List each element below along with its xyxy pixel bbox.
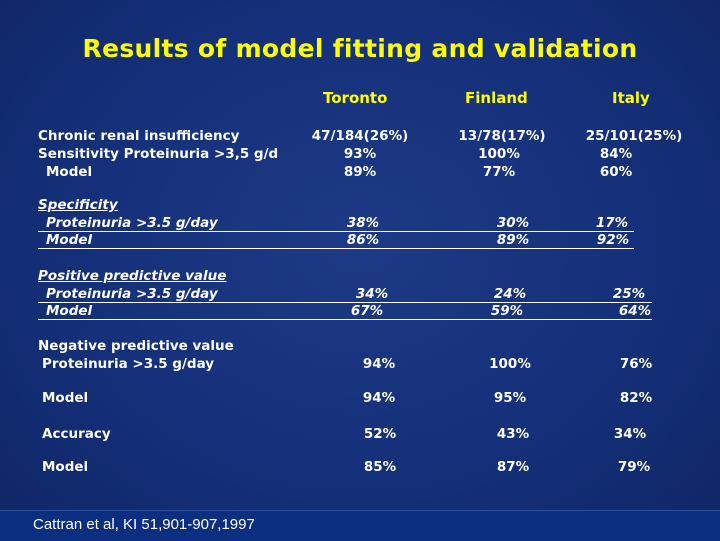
row-label-accuracy: Accuracy (42, 426, 111, 442)
divider-rule (38, 319, 652, 320)
cell-acc-model-italy: 79% (617, 459, 651, 475)
cell-acc-model-finland: 87% (496, 459, 530, 475)
cell-sens-model-finland: 77% (482, 164, 516, 180)
section-label-ppv: Positive predictive value (38, 268, 227, 284)
cell-acc-toronto: 52% (363, 426, 397, 442)
column-header-toronto: Toronto (323, 89, 388, 107)
cell-acc-italy: 34% (613, 426, 647, 442)
row-label-sensitivity: Sensitivity Proteinuria >3,5 g/d (38, 146, 279, 162)
cell-npv-model-toronto: 94% (362, 390, 396, 406)
cell-sens-toronto: 93% (343, 146, 377, 162)
row-label-npv-model: Model (42, 390, 89, 406)
divider-rule (38, 302, 652, 303)
citation: Cattran et al, KI 51,901-907,1997 (33, 516, 255, 533)
row-label-crf: Chronic renal insufficiency (38, 128, 240, 144)
cell-sens-finland: 100% (478, 146, 520, 162)
row-label-npv-proteinuria: Proteinuria >3.5 g/day (42, 356, 215, 372)
cell-npv-prot-italy: 76% (619, 356, 653, 372)
column-header-finland: Finland (465, 89, 528, 107)
cell-acc-model-toronto: 85% (363, 459, 397, 475)
cell-npv-prot-finland: 100% (489, 356, 531, 372)
row-label-spec-proteinuria: Proteinuria >3.5 g/day (46, 215, 218, 231)
section-label-npv: Negative predictive value (38, 338, 234, 354)
cell-npv-model-finland: 95% (493, 390, 527, 406)
row-label-sens-model: Model (46, 164, 93, 180)
cell-spec-prot-italy: 17% (595, 215, 629, 231)
cell-spec-prot-finland: 30% (496, 215, 530, 231)
slide-title: Results of model fitting and validation (82, 34, 638, 63)
cell-ppv-model-italy: 64% (618, 303, 652, 319)
row-label-ppv-proteinuria: Proteinuria >3.5 g/day (46, 286, 218, 302)
cell-acc-finland: 43% (496, 426, 530, 442)
cell-crf-italy: 25/101(25%) (585, 128, 683, 144)
cell-spec-model-italy: 92% (596, 232, 630, 248)
cell-ppv-prot-italy: 25% (612, 286, 646, 302)
cell-spec-model-finland: 89% (496, 232, 530, 248)
cell-npv-prot-toronto: 94% (362, 356, 396, 372)
cell-ppv-model-finland: 59% (490, 303, 524, 319)
section-label-specificity: Specificity (38, 197, 118, 213)
cell-ppv-prot-finland: 24% (493, 286, 527, 302)
cell-crf-finland: 13/78(17%) (458, 128, 546, 144)
cell-crf-toronto: 47/184(26%) (311, 128, 409, 144)
column-header-italy: Italy (612, 89, 650, 107)
cell-ppv-model-toronto: 67% (350, 303, 384, 319)
cell-sens-model-italy: 60% (599, 164, 633, 180)
divider-rule (38, 231, 634, 232)
divider-rule (38, 248, 634, 249)
footer-bar (0, 510, 720, 541)
row-label-acc-model: Model (42, 459, 89, 475)
cell-ppv-prot-toronto: 34% (355, 286, 389, 302)
cell-spec-prot-toronto: 38% (346, 215, 380, 231)
cell-spec-model-toronto: 86% (346, 232, 380, 248)
row-label-ppv-model: Model (46, 303, 93, 319)
cell-sens-italy: 84% (599, 146, 633, 162)
cell-npv-model-italy: 82% (619, 390, 653, 406)
cell-sens-model-toronto: 89% (343, 164, 377, 180)
row-label-spec-model: Model (46, 232, 93, 248)
